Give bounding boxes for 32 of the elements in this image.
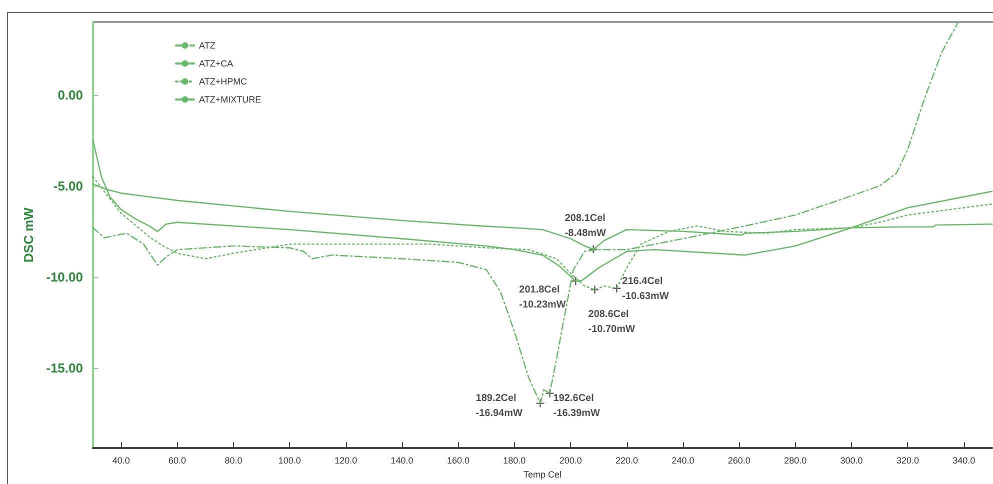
legend-label: ATZ [199, 40, 216, 50]
y-tick-label: -10.00 [46, 269, 83, 284]
x-tick-label: 340.0 [952, 456, 976, 466]
x-tick-label: 180.0 [503, 456, 526, 466]
x-tick-label: 80.0 [224, 456, 242, 466]
annotation: 208.1Cel -8.48mW [564, 212, 607, 239]
x-tick-label: 300.0 [840, 456, 863, 466]
x-tick-label: 240.0 [672, 456, 694, 466]
x-tick-label: 140.0 [390, 456, 414, 466]
x-tick-label: 120.0 [334, 456, 358, 466]
y-tick-label: -15.00 [46, 360, 83, 376]
annotation: 192.6Cel -16.39mW [553, 392, 601, 419]
y-tick-label: -5.00 [53, 178, 83, 194]
legend-label: ATZ+CA [199, 58, 234, 68]
annotation: 201.8Cel -10.23mW [519, 284, 566, 311]
annotation: 216.4Cel -10.63mW [622, 276, 670, 302]
y-tick-label: 0.00 [58, 87, 83, 102]
x-axis-title: Temp Cel [523, 470, 562, 480]
x-tick-label: 200.0 [559, 456, 582, 466]
x-tick-label: 260.0 [728, 456, 750, 466]
x-tick-label: 40.0 [112, 456, 130, 466]
x-tick-label: 220.0 [616, 456, 638, 466]
y-axis-title: DSC mW [21, 206, 36, 262]
x-tick-label: 160.0 [446, 456, 470, 466]
x-tick-label: 100.0 [278, 456, 301, 466]
x-tick-label: 60.0 [168, 456, 186, 466]
legend-label: ATZ+HPMC [199, 76, 248, 86]
annotation: 208.6Cel -10.70mW [588, 309, 636, 336]
legend-label: ATZ+MIXTURE [199, 94, 262, 104]
annotation: 189.2Cel -16.94mW [476, 392, 523, 419]
x-tick-label: 280.0 [784, 456, 807, 466]
x-tick-label: 320.0 [896, 456, 919, 466]
